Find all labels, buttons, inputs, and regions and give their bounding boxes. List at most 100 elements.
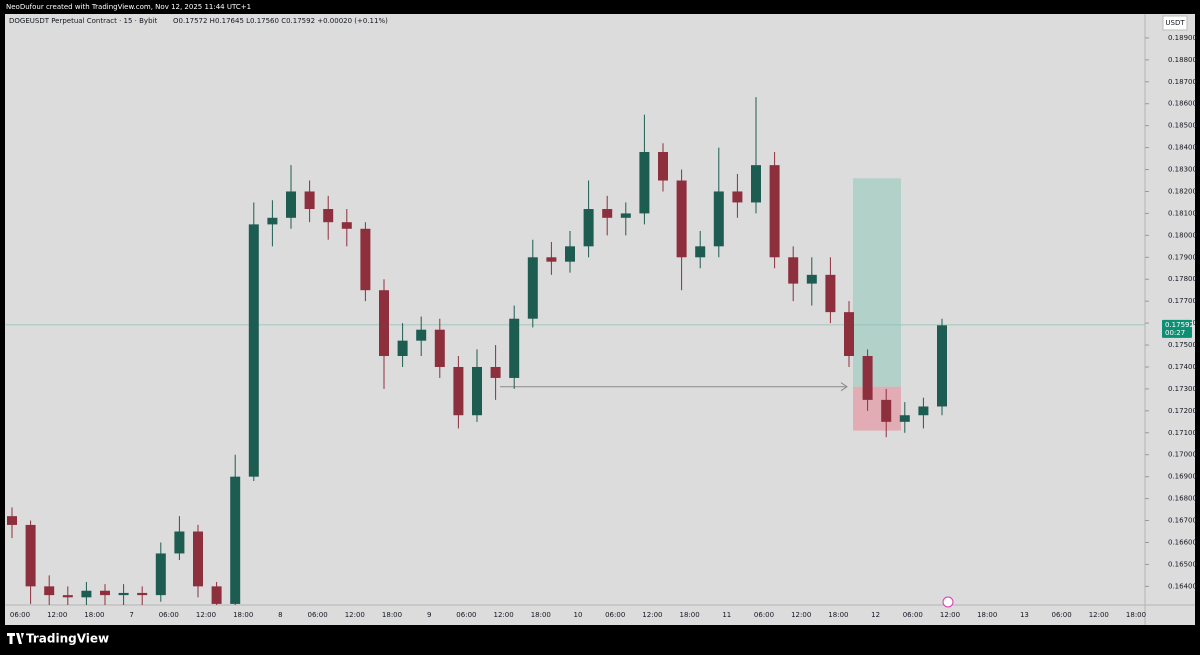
x-tick-label: 06:00 (456, 611, 476, 619)
x-tick-label: 12:00 (1089, 611, 1109, 619)
currency[interactable]: USDT (1165, 19, 1185, 27)
candle-body (100, 590, 110, 596)
candle-body (25, 524, 36, 587)
x-tick-label: 18:00 (233, 611, 253, 619)
x-tick-label: 12:00 (791, 611, 811, 619)
candle-body (713, 191, 724, 247)
candle-body (825, 274, 836, 313)
y-tick-label: 0.16800 (1168, 495, 1197, 503)
target-zone (853, 178, 901, 387)
y-tick-label: 0.16700 (1168, 517, 1197, 525)
y-tick-label: 0.17900 (1168, 253, 1197, 261)
x-tick-label: 8 (278, 611, 282, 619)
candle-body (806, 274, 817, 284)
candle-body (472, 366, 482, 416)
y-tick-label: 0.16900 (1168, 473, 1197, 481)
y-tick-label: 0.18400 (1168, 144, 1197, 152)
x-tick-label: 06:00 (10, 611, 30, 619)
candle-body (788, 257, 799, 284)
candle-body (937, 325, 947, 407)
candle-body (546, 257, 557, 262)
candle-body (639, 151, 650, 214)
plot (5, 97, 1145, 605)
candle-body (155, 553, 166, 596)
y-tick-label: 0.18000 (1168, 231, 1197, 239)
y-tick-label: 0.18600 (1168, 100, 1197, 108)
candle-body (304, 191, 315, 210)
x-tick-label: 06:00 (308, 611, 328, 619)
x-tick-label: 11 (722, 611, 731, 619)
x-tick-label: 18:00 (531, 611, 551, 619)
candle-body (211, 586, 222, 604)
credit: NeoDufour created with TradingView.com, … (6, 3, 251, 11)
ohlc-legend: O0.17572 H0.17645 L0.17560 C0.17592 +0.0… (173, 17, 388, 25)
y-tick-label: 0.17300 (1168, 385, 1197, 393)
y-tick-label: 0.17100 (1168, 429, 1197, 437)
arrow-head (840, 382, 848, 392)
x-tick-label: 18:00 (84, 611, 104, 619)
x-tick-label: 18:00 (828, 611, 848, 619)
candle-body (881, 399, 892, 422)
x-tick-label: 7 (129, 611, 133, 619)
y-tick-label: 0.17400 (1168, 363, 1197, 371)
candle-body (434, 329, 445, 367)
candle-body (565, 246, 575, 262)
x-tick-label: 12:00 (196, 611, 216, 619)
y-tick-label: 0.16600 (1168, 538, 1197, 546)
candle-body (620, 213, 631, 218)
x-tick-label: 10 (574, 611, 583, 619)
y-tick-label: 0.17800 (1168, 275, 1197, 283)
candle-body (193, 531, 203, 587)
brand: TradingView (26, 632, 109, 646)
x-tick-label: 18:00 (1126, 611, 1146, 619)
currency-box[interactable] (1162, 15, 1188, 31)
candle-body (416, 329, 427, 341)
candle-body (509, 318, 520, 378)
y-tick-label: 0.18800 (1168, 56, 1197, 64)
countdown: 00:27 (1165, 329, 1185, 337)
candle-body (248, 224, 259, 477)
y-tick-label: 0.16400 (1168, 582, 1197, 590)
event-icon[interactable] (942, 596, 954, 608)
x-tick-label: 18:00 (382, 611, 402, 619)
candle-body (490, 366, 501, 378)
last-price-box (1162, 319, 1192, 338)
candle-body (695, 246, 706, 258)
candle-body (286, 191, 296, 218)
x-tick-label: 06:00 (1052, 611, 1072, 619)
candle-body (379, 290, 389, 357)
candle-body (918, 406, 929, 416)
candle-body (844, 312, 854, 357)
candle-body (323, 209, 334, 223)
candle-body (602, 209, 613, 218)
candle-body (732, 191, 743, 203)
candle-body (341, 222, 352, 229)
candle-body (118, 592, 129, 596)
candle-body (583, 209, 594, 247)
y-tick-label: 0.18300 (1168, 166, 1197, 174)
x-tick-label: 12:00 (47, 611, 67, 619)
y-tick-label: 0.16500 (1168, 560, 1197, 568)
chart-panel (5, 14, 1195, 625)
candle-body (658, 151, 668, 181)
x-tick-label: 06:00 (754, 611, 774, 619)
x-tick-label: 06:00 (159, 611, 179, 619)
candle-body (174, 531, 185, 554)
x-tick-label: 06:00 (605, 611, 625, 619)
x-tick-label: 12:00 (494, 611, 514, 619)
candle-body (862, 356, 873, 400)
candle-body (527, 257, 538, 319)
x-tick-label: 13 (1020, 611, 1029, 619)
candle-body (751, 165, 761, 203)
x-tick-label: 12 (871, 611, 880, 619)
candle-body (360, 228, 371, 291)
x-tick-label: 9 (427, 611, 431, 619)
candle-body (81, 590, 92, 598)
x-tick-label: 12:00 (642, 611, 662, 619)
y-tick-label: 0.18700 (1168, 78, 1197, 86)
y-tick-label: 0.18100 (1168, 209, 1197, 217)
candle-body (676, 180, 687, 258)
candle-body (137, 592, 148, 596)
candle-body (769, 165, 780, 258)
